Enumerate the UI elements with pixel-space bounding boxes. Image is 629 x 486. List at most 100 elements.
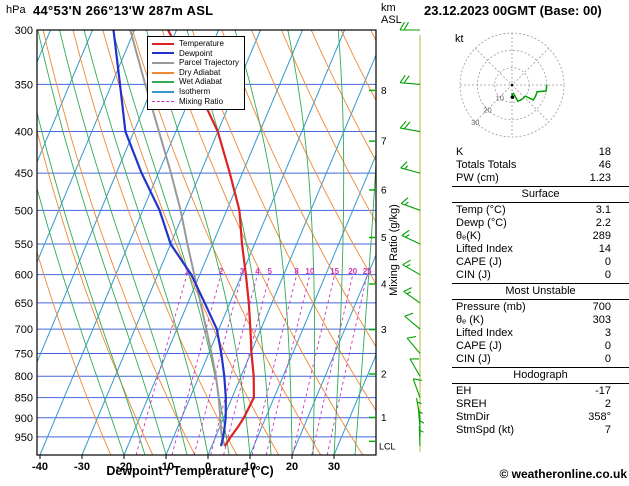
stat-row: Temp (°C) 3.1 (452, 204, 629, 217)
chart-legend: Temperature Dewpoint Parcel Trajectory Dry … (147, 36, 246, 111)
stat-row: CAPE (J) 0 (452, 256, 629, 269)
stat-label: SREH (456, 398, 487, 410)
stat-section-header: Surface (452, 186, 629, 203)
svg-text:7: 7 (381, 137, 387, 148)
x-axis-label: Dewpoint / Temperature (°C) (106, 464, 274, 478)
svg-text:850: 850 (15, 393, 33, 405)
stat-row: Dewp (°C) 2.2 (452, 217, 629, 230)
stat-row: SREH 2 (452, 398, 629, 411)
svg-text:10: 10 (305, 267, 314, 276)
svg-text:2: 2 (219, 267, 224, 276)
legend-line-sample (152, 90, 174, 93)
stat-value: 303 (592, 314, 611, 326)
svg-text:400: 400 (15, 127, 33, 139)
stat-value: 46 (598, 159, 611, 171)
copyright: © weatheronline.co.uk (499, 467, 627, 481)
stat-label: EH (456, 385, 472, 397)
mixing-ratio-labels: 1 2 3 4 5 8 10 15 20 25 (185, 267, 373, 276)
svg-text:3: 3 (240, 267, 245, 276)
svg-text:-30: -30 (74, 461, 90, 473)
stat-label: CAPE (J) (456, 256, 502, 268)
stat-label: CAPE (J) (456, 340, 502, 352)
stats-panel: K 18 Totals Totals 46 PW (cm) 1.23 Surface Temp… (452, 146, 629, 437)
hodograph-unit-label: kt (455, 33, 464, 45)
stat-value: 2.2 (595, 217, 611, 229)
legend-line-sample (152, 100, 174, 102)
stat-row: Totals Totals 46 (452, 159, 629, 172)
svg-text:3: 3 (381, 325, 387, 336)
legend-item: Dry Adiabat (152, 68, 239, 78)
station-title: 44°53'N 266°13'W 287m ASL (33, 3, 214, 18)
stat-label: PW (cm) (456, 172, 499, 184)
stat-label: Totals Totals (456, 159, 517, 171)
legend-item-label: Dewpoint (179, 48, 213, 58)
stat-value: 0 (604, 256, 611, 268)
hodograph: 10 20 30 kt (455, 32, 565, 138)
parcel-curve (129, 30, 226, 447)
stat-label: Lifted Index (456, 243, 513, 255)
stat-label: Pressure (mb) (456, 301, 526, 313)
svg-text:-20: -20 (116, 461, 132, 473)
svg-text:15: 15 (330, 267, 339, 276)
svg-text:700: 700 (15, 324, 33, 336)
svg-text:1: 1 (185, 267, 190, 276)
storm-motion-marker (510, 95, 515, 99)
pressure-tick-labels: 300 350 400 450 500 550 600 650 700 750 800 850 900 9… (15, 25, 33, 444)
svg-text:0: 0 (205, 461, 211, 473)
legend-item: Mixing Ratio (152, 97, 239, 107)
isotherms (37, 30, 376, 455)
legend-item: Wet Adiabat (152, 77, 239, 87)
stat-row: θₑ (K) 303 (452, 314, 629, 327)
legend-item-label: Mixing Ratio (179, 96, 224, 106)
legend-line-sample (152, 81, 174, 84)
svg-text:750: 750 (15, 348, 33, 360)
stat-section-header: Most Unstable (452, 283, 629, 300)
wind-barbs (399, 21, 425, 452)
legend-item-label: Wet Adiabat (179, 77, 222, 87)
svg-text:10: 10 (496, 93, 504, 102)
stat-value: 0 (604, 269, 611, 281)
stat-label: Lifted Index (456, 327, 513, 339)
svg-text:5: 5 (268, 267, 273, 276)
svg-text:20: 20 (483, 106, 491, 115)
stat-row: PW (cm) 1.23 (452, 172, 629, 185)
dewpoint-curve (112, 30, 227, 447)
wet-adiabats (37, 30, 376, 455)
svg-text:550: 550 (15, 239, 33, 251)
skewt-background (37, 30, 376, 455)
legend-line-sample (152, 71, 174, 74)
stat-value: 358° (588, 411, 611, 423)
svg-text:8: 8 (294, 267, 299, 276)
stat-row: Lifted Index 14 (452, 243, 629, 256)
svg-text:30: 30 (471, 118, 479, 127)
stat-label: Dewp (°C) (456, 217, 507, 229)
lcl-label: LCL (379, 441, 396, 451)
km-axis: 1 2 3 4 5 6 7 8 LCL (369, 86, 396, 451)
svg-text:20: 20 (286, 461, 298, 473)
altitude-axis-unit-asl: ASL (381, 14, 402, 26)
stat-row: Pressure (mb) 700 (452, 301, 629, 314)
legend-item-label: Isotherm (179, 86, 211, 96)
stat-row: CAPE (J) 0 (452, 340, 629, 353)
legend-item: Isotherm (152, 87, 239, 97)
datetime-title: 23.12.2023 00GMT (Base: 00) (424, 3, 602, 18)
pressure-axis-unit: hPa (6, 4, 26, 16)
plot-frame (36, 29, 377, 456)
stat-value: 2 (604, 398, 611, 410)
svg-text:350: 350 (15, 79, 33, 91)
svg-text:5: 5 (381, 233, 387, 244)
stat-row: StmDir 358° (452, 411, 629, 424)
svg-text:-40: -40 (32, 461, 48, 473)
altitude-axis-unit: km ASL (381, 2, 402, 26)
stat-row: Lifted Index 3 (452, 327, 629, 340)
legend-item-label: Dry Adiabat (179, 67, 221, 77)
legend-item: Parcel Trajectory (152, 58, 239, 68)
stat-label: StmDir (456, 411, 490, 423)
stat-label: CIN (J) (456, 269, 491, 281)
legend-line-sample (152, 61, 174, 64)
mixing-ratio-lines (135, 274, 368, 455)
stat-value: 0 (604, 340, 611, 352)
stat-section-header: Hodograph (452, 367, 629, 384)
